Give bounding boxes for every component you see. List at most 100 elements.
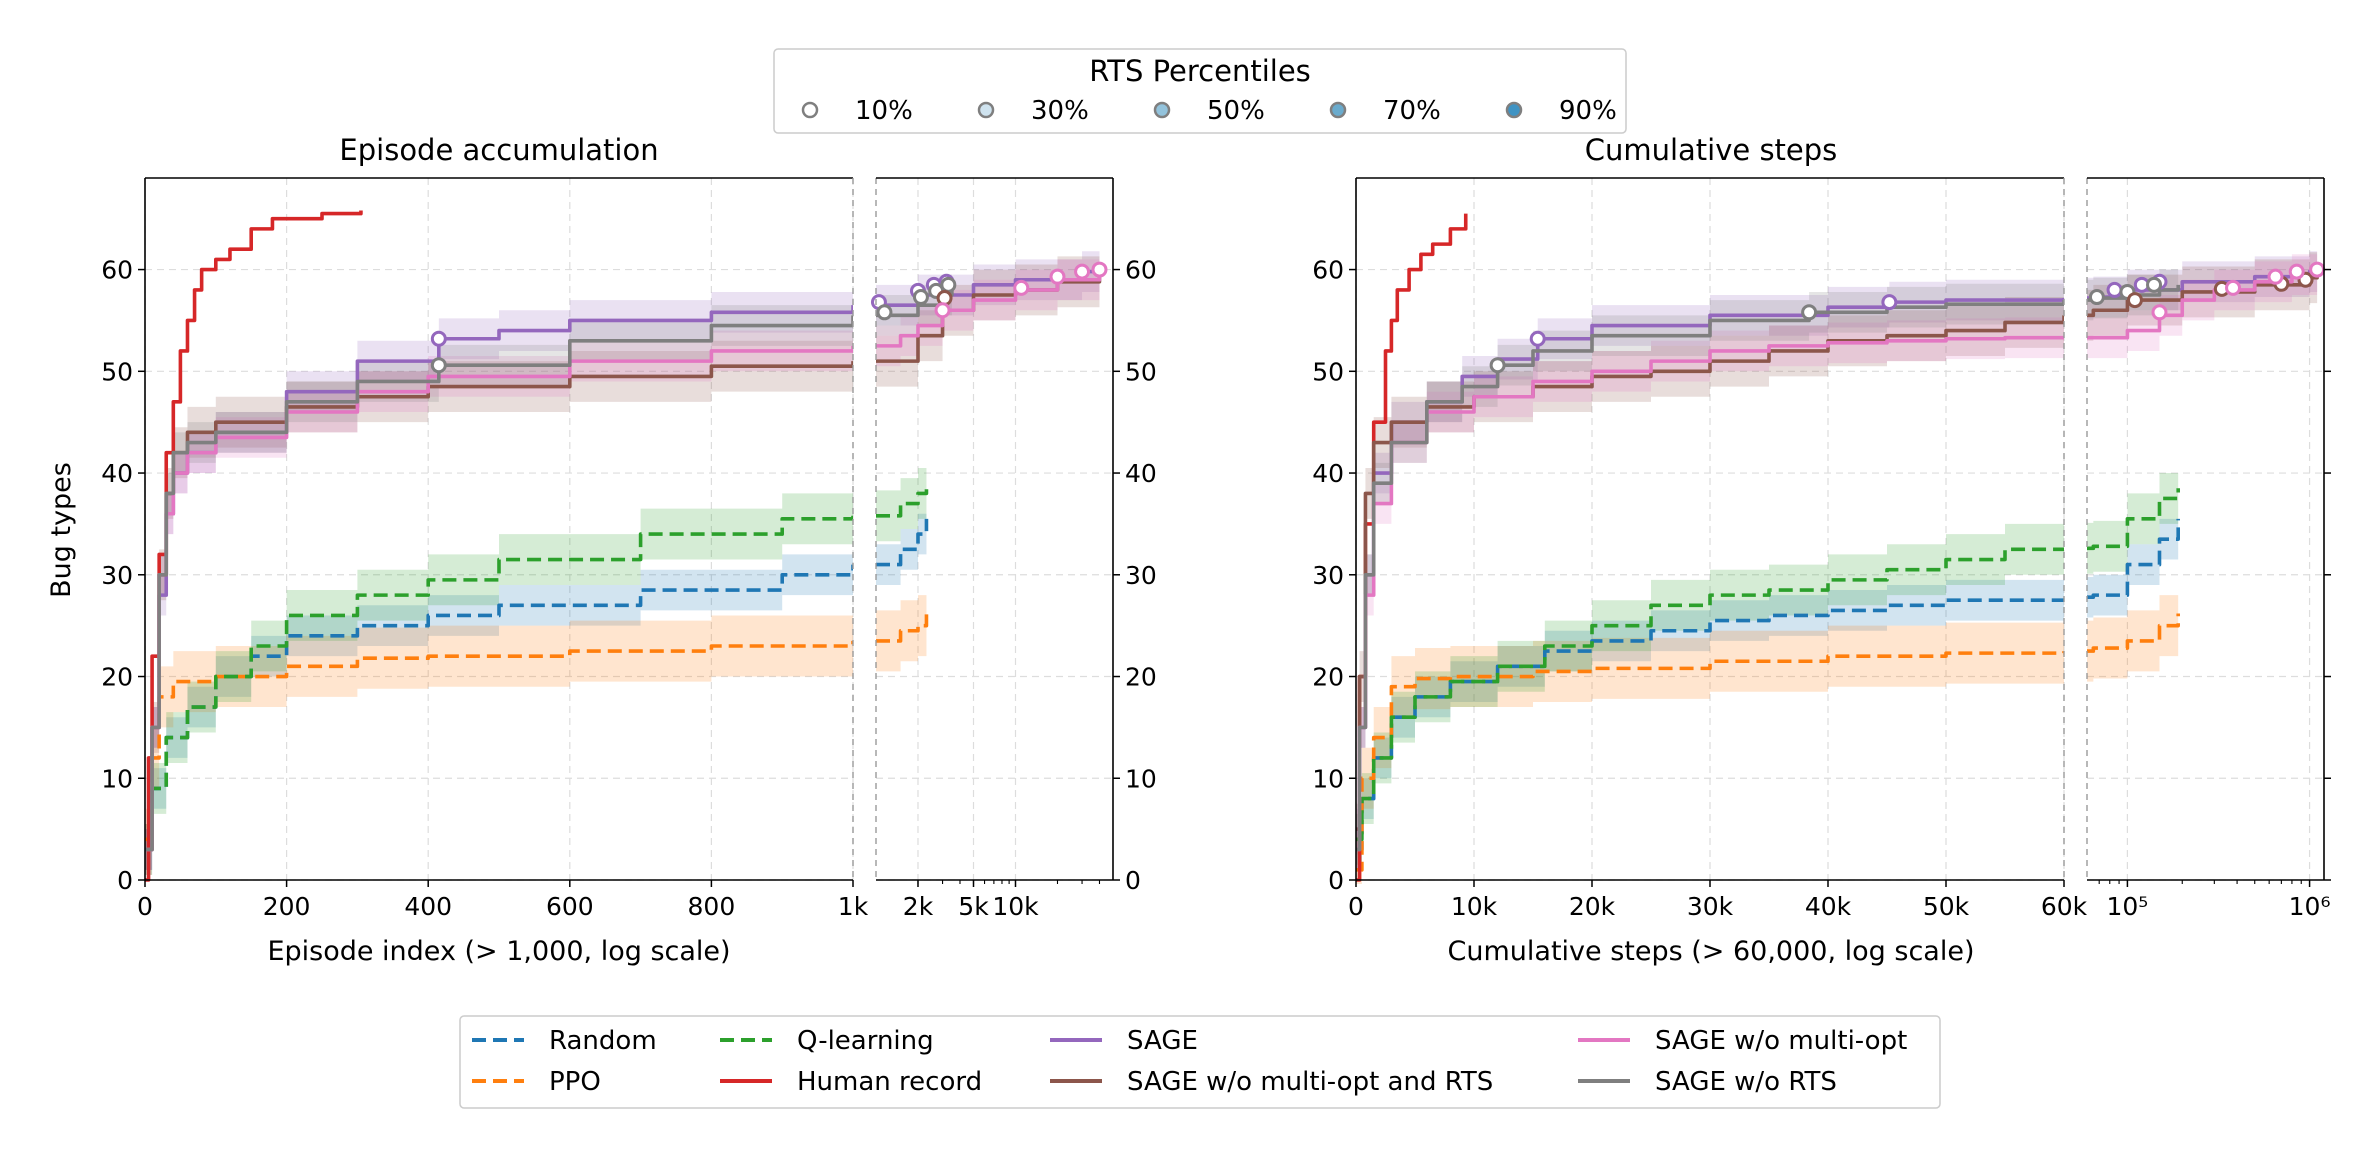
y-tick-label: 30 <box>1125 561 1157 590</box>
rts-legend-label: 30% <box>1031 96 1089 126</box>
y-tick-label: 20 <box>101 663 133 692</box>
y-tick-label: 30 <box>1312 561 1344 590</box>
ppo-line <box>1356 651 2064 872</box>
x-tick-label: 10k <box>1451 892 1498 921</box>
qlearning-line <box>145 515 853 852</box>
rts-marker <box>2288 263 2305 280</box>
rts-marker <box>430 357 447 374</box>
x-tick-label: 200 <box>263 892 311 921</box>
rts-marker <box>1013 279 1030 296</box>
x-tick-label: 60k <box>2041 892 2088 921</box>
x-tick-label: 0 <box>137 892 153 921</box>
y-tick-label: 0 <box>1125 866 1141 895</box>
sage_no_multiopt_rts-band <box>145 335 853 875</box>
y-tick-label: 50 <box>1125 357 1157 386</box>
rts-legend-label: 10% <box>855 96 913 126</box>
x-tick-label: 1k <box>838 892 869 921</box>
cumulative-steps-chart: Cumulative steps Cumulative steps (> 60,… <box>1312 133 2331 967</box>
ppo-line <box>876 610 929 643</box>
rts-marker <box>1881 294 1898 311</box>
y-tick-label: 50 <box>101 357 133 386</box>
rts-marker <box>1049 268 1066 285</box>
rts-marker <box>1091 261 1108 278</box>
qlearning-band <box>876 462 927 542</box>
qlearning-line <box>876 488 929 518</box>
sage_no_rts-line <box>145 315 853 852</box>
series-lines <box>145 210 1102 882</box>
y-tick-label: 60 <box>1125 256 1157 285</box>
axes: 0 10 20 30 40 50 60 0 10k 20k 30k 40k 50k 60k 10⁵ 10⁶ <box>1312 177 2331 921</box>
rts-legend-marker <box>801 101 819 119</box>
y-tick-label: 60 <box>101 256 133 285</box>
rts-legend-marker <box>1505 101 1523 119</box>
legend-label: Q-learning <box>797 1026 934 1056</box>
rts-markers <box>1489 261 2326 374</box>
random-line <box>2087 518 2180 599</box>
random-band <box>145 544 853 870</box>
x-tick-label: 40k <box>1805 892 1852 921</box>
rts-marker <box>2267 268 2284 285</box>
chart-title: Cumulative steps <box>1585 133 1838 167</box>
rts-marker <box>1801 304 1818 321</box>
x-tick-label: 10k <box>992 892 1039 921</box>
legend-label: Human record <box>797 1067 982 1097</box>
series-legend: Random PPO Q-learning Human record SAGE SAGE … <box>459 1015 1941 1109</box>
rts-marker <box>2126 292 2143 309</box>
rts-marker <box>2088 289 2105 306</box>
rts-marker <box>1529 330 1546 347</box>
qlearning-band <box>1356 522 2064 865</box>
x-tick-label: 5k <box>958 892 989 921</box>
x-tick-label: 10⁶ <box>2289 892 2331 921</box>
rts-legend-label: 70% <box>1383 96 1441 126</box>
y-tick-label: 10 <box>1312 764 1344 793</box>
ppo-band <box>145 610 853 870</box>
x-tick-label: 400 <box>404 892 452 921</box>
qlearning-line <box>2087 488 2180 551</box>
random-band <box>1356 576 2064 870</box>
rts-marker <box>876 304 893 321</box>
x-tick-label: 10⁵ <box>2106 892 2148 921</box>
rts-legend-marker <box>977 101 995 119</box>
x-axis-label: Episode index (> 1,000, log scale) <box>267 936 730 967</box>
rts-marker <box>2106 281 2123 298</box>
legend-label: SAGE <box>1127 1026 1198 1056</box>
rts-marker <box>940 276 957 293</box>
rts-legend-label: 50% <box>1207 96 1265 126</box>
rts-marker <box>2309 261 2326 278</box>
legend-label: SAGE w/o multi-opt and RTS <box>1127 1067 1493 1097</box>
random-band <box>2087 498 2179 618</box>
rts-legend-title: RTS Percentiles <box>1089 54 1311 88</box>
y-tick-label: 20 <box>1312 663 1344 692</box>
rts-markers <box>430 261 1108 374</box>
ppo-band <box>2087 582 2179 682</box>
sage_no_multiopt_rts-band <box>1356 289 2064 855</box>
legend-label: PPO <box>549 1067 601 1097</box>
legend-label: SAGE w/o multi-opt <box>1655 1026 1907 1056</box>
episode-accumulation-chart: Episode accumulation Episode index (> 1,… <box>46 133 1157 967</box>
rts-marker <box>2146 276 2163 293</box>
legend-label: Random <box>549 1026 657 1056</box>
chart-title: Episode accumulation <box>339 133 658 167</box>
rts-legend-marker <box>1329 101 1347 119</box>
legend-label: SAGE w/o RTS <box>1655 1067 1837 1097</box>
rts-marker <box>934 302 951 319</box>
rts-marker <box>1074 263 1091 280</box>
y-tick-label: 40 <box>1312 459 1344 488</box>
rts-marker <box>2151 304 2168 321</box>
x-tick-label: 800 <box>688 892 736 921</box>
rts-legend-label: 90% <box>1559 96 1617 126</box>
x-tick-label: 2k <box>903 892 934 921</box>
ppo-line <box>145 640 853 842</box>
rts-legend-marker <box>1153 101 1171 119</box>
x-tick-label: 600 <box>546 892 594 921</box>
rts-marker <box>1489 357 1506 374</box>
y-tick-label: 40 <box>1125 459 1157 488</box>
y-tick-label: 60 <box>1312 256 1344 285</box>
x-tick-label: 20k <box>1569 892 1616 921</box>
sage_no_multiopt_rts-band <box>876 249 1100 387</box>
rts-marker <box>430 330 447 347</box>
y-tick-label: 30 <box>101 561 133 590</box>
y-tick-label: 0 <box>1328 866 1344 895</box>
